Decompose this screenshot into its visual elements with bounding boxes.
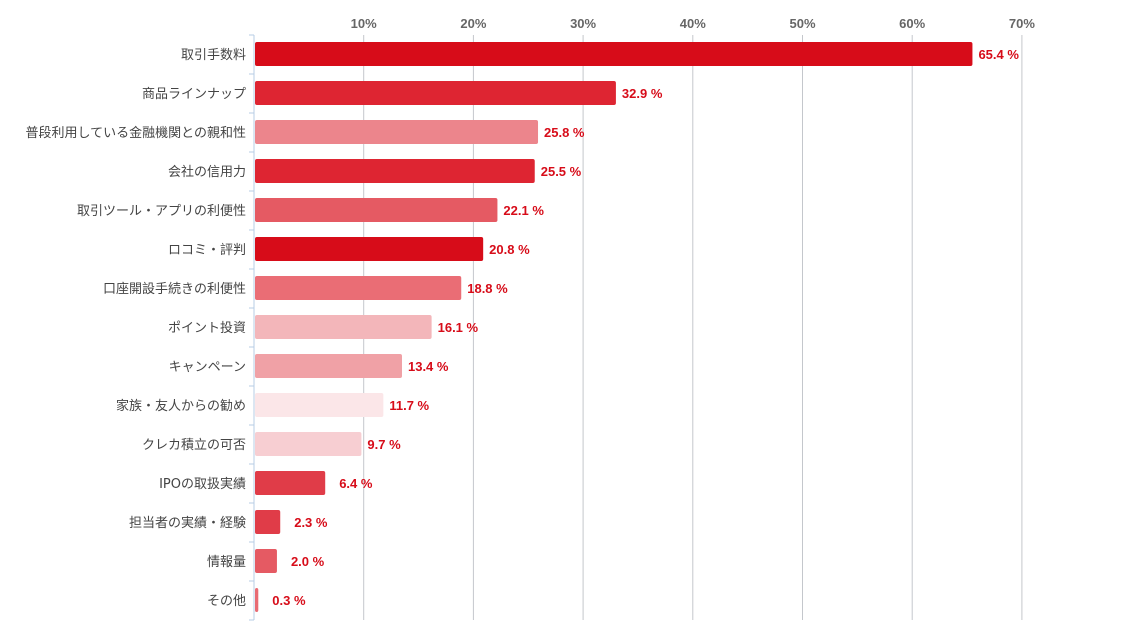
category-label: ロコミ・評判 [168,243,246,258]
category-label: 取引手数料 [181,48,246,63]
category-label: クレカ積立の可否 [142,438,246,453]
bar [255,315,432,339]
bar [255,237,484,261]
data-label: 22.1 % [503,203,544,218]
x-tick-label: 30% [570,16,596,31]
bar [255,276,462,300]
data-label: 32.9 % [622,86,663,101]
data-label: 65.4 % [978,47,1019,62]
bar [255,42,973,66]
category-label: 情報量 [207,555,246,570]
data-label: 25.8 % [544,125,585,140]
data-label: 16.1 % [438,320,479,335]
category-label: 口座開設手続きの利便性 [103,281,246,297]
category-label: 普段利用している金融機関との親和性 [26,125,246,141]
data-label: 6.4 % [339,476,373,491]
category-label: キャンペーン [169,360,246,375]
x-tick-label: 50% [789,16,815,31]
category-label: 担当者の実績・経験 [129,515,246,531]
category-label: IPOの取扱実績 [159,476,246,492]
data-label: 9.7 % [367,437,401,452]
category-label: 取引ツール・アプリの利便性 [77,204,246,219]
x-tick-label: 20% [460,16,486,31]
category-label: 商品ラインナップ [142,87,246,102]
bar [255,354,402,378]
data-label: 11.7 % [389,398,429,413]
bar [255,510,281,534]
bar [255,549,277,573]
data-label: 13.4 % [408,359,449,374]
data-label: 2.0 % [291,554,325,569]
data-label: 2.3 % [294,515,328,530]
bar [255,159,535,183]
bar [255,120,539,144]
category-label: その他 [207,594,246,609]
data-label: 18.8 % [467,281,508,296]
data-label: 20.8 % [489,242,530,257]
bar [255,393,384,417]
category-label: 会社の信用力 [168,164,246,180]
data-label: 0.3 % [272,593,306,608]
bar [255,471,326,495]
x-tick-label: 60% [899,16,925,31]
bar [255,432,362,456]
bar [255,198,498,222]
x-tick-label: 70% [1009,16,1035,31]
bar [255,81,616,105]
x-tick-label: 40% [680,16,706,31]
category-label: ポイント投資 [168,320,246,336]
category-label: 家族・友人からの勧め [116,398,246,414]
x-tick-label: 10% [351,16,377,31]
bar [255,588,259,612]
data-label: 25.5 % [541,164,582,179]
